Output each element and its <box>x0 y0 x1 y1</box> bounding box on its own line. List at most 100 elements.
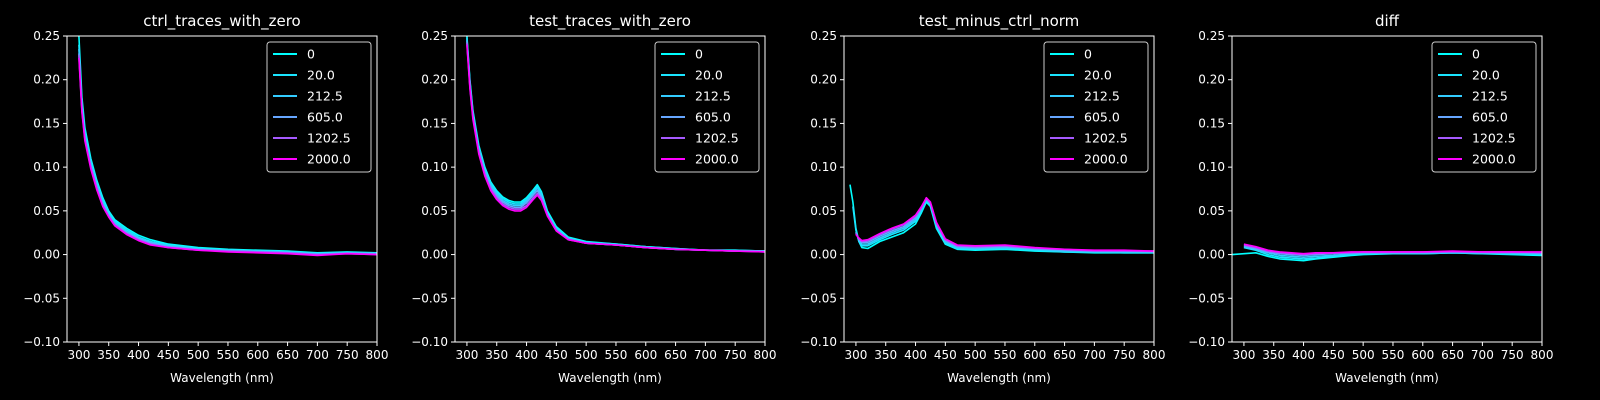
legend-label: 0 <box>1084 47 1092 62</box>
chart-panel-1: ctrl_traces_with_zero 300 350 400 450 500 550 6… <box>23 12 388 385</box>
x-tick-label: 300 <box>455 348 478 362</box>
x-tick-label: 450 <box>157 348 180 362</box>
y-tick-label: 0.25 <box>1198 29 1225 43</box>
y-tick-label: 0.10 <box>33 160 60 174</box>
y-tick-label: 0.15 <box>33 116 60 130</box>
axes-frame <box>843 35 1155 343</box>
y-tick-label: 0.25 <box>33 29 60 43</box>
chart-panel-3: test_minus_ctrl_norm 300 350 400 450 500 550 60… <box>800 12 1165 385</box>
x-tick-label: 750 <box>1113 348 1136 362</box>
legend-label: 20.0 <box>1084 68 1112 83</box>
legend-label: 2000.0 <box>1472 152 1516 167</box>
x-axis-label: Wavelength (nm) <box>170 371 274 385</box>
x-tick-label: 650 <box>1053 348 1076 362</box>
x-tick-label: 750 <box>724 348 747 362</box>
x-tick-label: 500 <box>964 348 987 362</box>
y-tick-label: 0.00 <box>1198 248 1225 262</box>
legend-label: 1202.5 <box>695 131 739 146</box>
x-tick-label: 500 <box>575 348 598 362</box>
x-tick-label: 300 <box>1232 348 1255 362</box>
legend-label: 605.0 <box>695 110 731 125</box>
x-tick-label: 650 <box>276 348 299 362</box>
x-tick-label: 550 <box>217 348 240 362</box>
chart-panel-4: diff 300 350 400 450 500 550 600 650 700 750 800 −0.… <box>1188 12 1553 385</box>
legend-label: 605.0 <box>1084 110 1120 125</box>
y-tick-label: 0.20 <box>810 73 837 87</box>
y-tick-label: −0.10 <box>411 335 448 349</box>
series-line-2000.0 <box>1243 243 1542 255</box>
legend: 0 20.0 212.5 605.0 1202.5 2000.0 <box>654 41 760 173</box>
legend-label: 212.5 <box>1472 89 1508 104</box>
x-tick-label: 550 <box>994 348 1017 362</box>
legend-label: 212.5 <box>307 89 343 104</box>
x-tick-label: 800 <box>366 348 389 362</box>
x-tick-label: 350 <box>97 348 120 362</box>
series-group <box>1232 243 1542 262</box>
x-tick-label: 500 <box>187 348 210 362</box>
x-tick-label: 550 <box>1382 348 1405 362</box>
legend-label: 605.0 <box>307 110 343 125</box>
y-tick-label: 0.05 <box>1198 204 1225 218</box>
legend-label: 2000.0 <box>1084 152 1128 167</box>
axes-frame <box>1231 35 1543 343</box>
chart-title: test_minus_ctrl_norm <box>919 12 1080 31</box>
y-tick-label: −0.05 <box>800 291 837 305</box>
y-tick-label: 0.15 <box>810 116 837 130</box>
legend-label: 20.0 <box>307 68 335 83</box>
y-tick-label: 0.15 <box>421 116 448 130</box>
y-tick-label: 0.20 <box>33 73 60 87</box>
axes-frame <box>66 35 378 343</box>
legend: 0 20.0 212.5 605.0 1202.5 2000.0 <box>1431 41 1537 173</box>
legend-label: 20.0 <box>1472 68 1500 83</box>
x-tick-label: 300 <box>844 348 867 362</box>
x-tick-label: 400 <box>1292 348 1315 362</box>
series-line-2000.0 <box>78 57 377 257</box>
x-tick-label: 550 <box>605 348 628 362</box>
x-tick-label: 800 <box>1143 348 1166 362</box>
x-tick-label: 450 <box>545 348 568 362</box>
x-tick-label: 350 <box>1262 348 1285 362</box>
y-tick-label: 0.15 <box>1198 116 1225 130</box>
x-tick-label: 600 <box>246 348 269 362</box>
x-tick-label: 350 <box>485 348 508 362</box>
chart-title: ctrl_traces_with_zero <box>143 12 300 31</box>
x-tick-label: 450 <box>1322 348 1345 362</box>
y-tick-label: −0.10 <box>23 335 60 349</box>
x-axis-label: Wavelength (nm) <box>947 371 1051 385</box>
y-tick-label: 0.05 <box>421 204 448 218</box>
y-tick-label: 0.10 <box>810 160 837 174</box>
series-line-2000.0 <box>466 44 765 253</box>
x-tick-label: 700 <box>1083 348 1106 362</box>
legend-label: 0 <box>307 47 315 62</box>
x-tick-label: 700 <box>306 348 329 362</box>
y-tick-label: 0.10 <box>421 160 448 174</box>
x-tick-label: 700 <box>694 348 717 362</box>
chart-title: diff <box>1375 12 1400 30</box>
legend: 0 20.0 212.5 605.0 1202.5 2000.0 <box>266 41 372 173</box>
legend-label: 0 <box>695 47 703 62</box>
chart-panel-2: test_traces_with_zero 300 350 400 450 500 550 6… <box>411 12 776 385</box>
legend-label: 20.0 <box>695 68 723 83</box>
series-group <box>849 184 1154 254</box>
x-tick-label: 800 <box>754 348 777 362</box>
x-tick-label: 600 <box>634 348 657 362</box>
x-tick-label: 350 <box>874 348 897 362</box>
x-tick-label: 600 <box>1411 348 1434 362</box>
legend-label: 0 <box>1472 47 1480 62</box>
y-tick-label: −0.05 <box>23 291 60 305</box>
x-tick-label: 750 <box>1501 348 1524 362</box>
legend-label: 212.5 <box>1084 89 1120 104</box>
y-tick-label: −0.05 <box>411 291 448 305</box>
y-tick-label: 0.25 <box>810 29 837 43</box>
x-tick-label: 450 <box>934 348 957 362</box>
x-tick-label: 400 <box>127 348 150 362</box>
y-tick-label: −0.10 <box>800 335 837 349</box>
legend-label: 1202.5 <box>1472 131 1516 146</box>
legend-label: 605.0 <box>1472 110 1508 125</box>
series-line-2000.0 <box>855 196 1154 252</box>
series-group <box>466 36 765 253</box>
y-tick-label: 0.10 <box>1198 160 1225 174</box>
y-tick-label: 0.25 <box>421 29 448 43</box>
series-group <box>78 36 377 257</box>
y-tick-label: 0.20 <box>1198 73 1225 87</box>
